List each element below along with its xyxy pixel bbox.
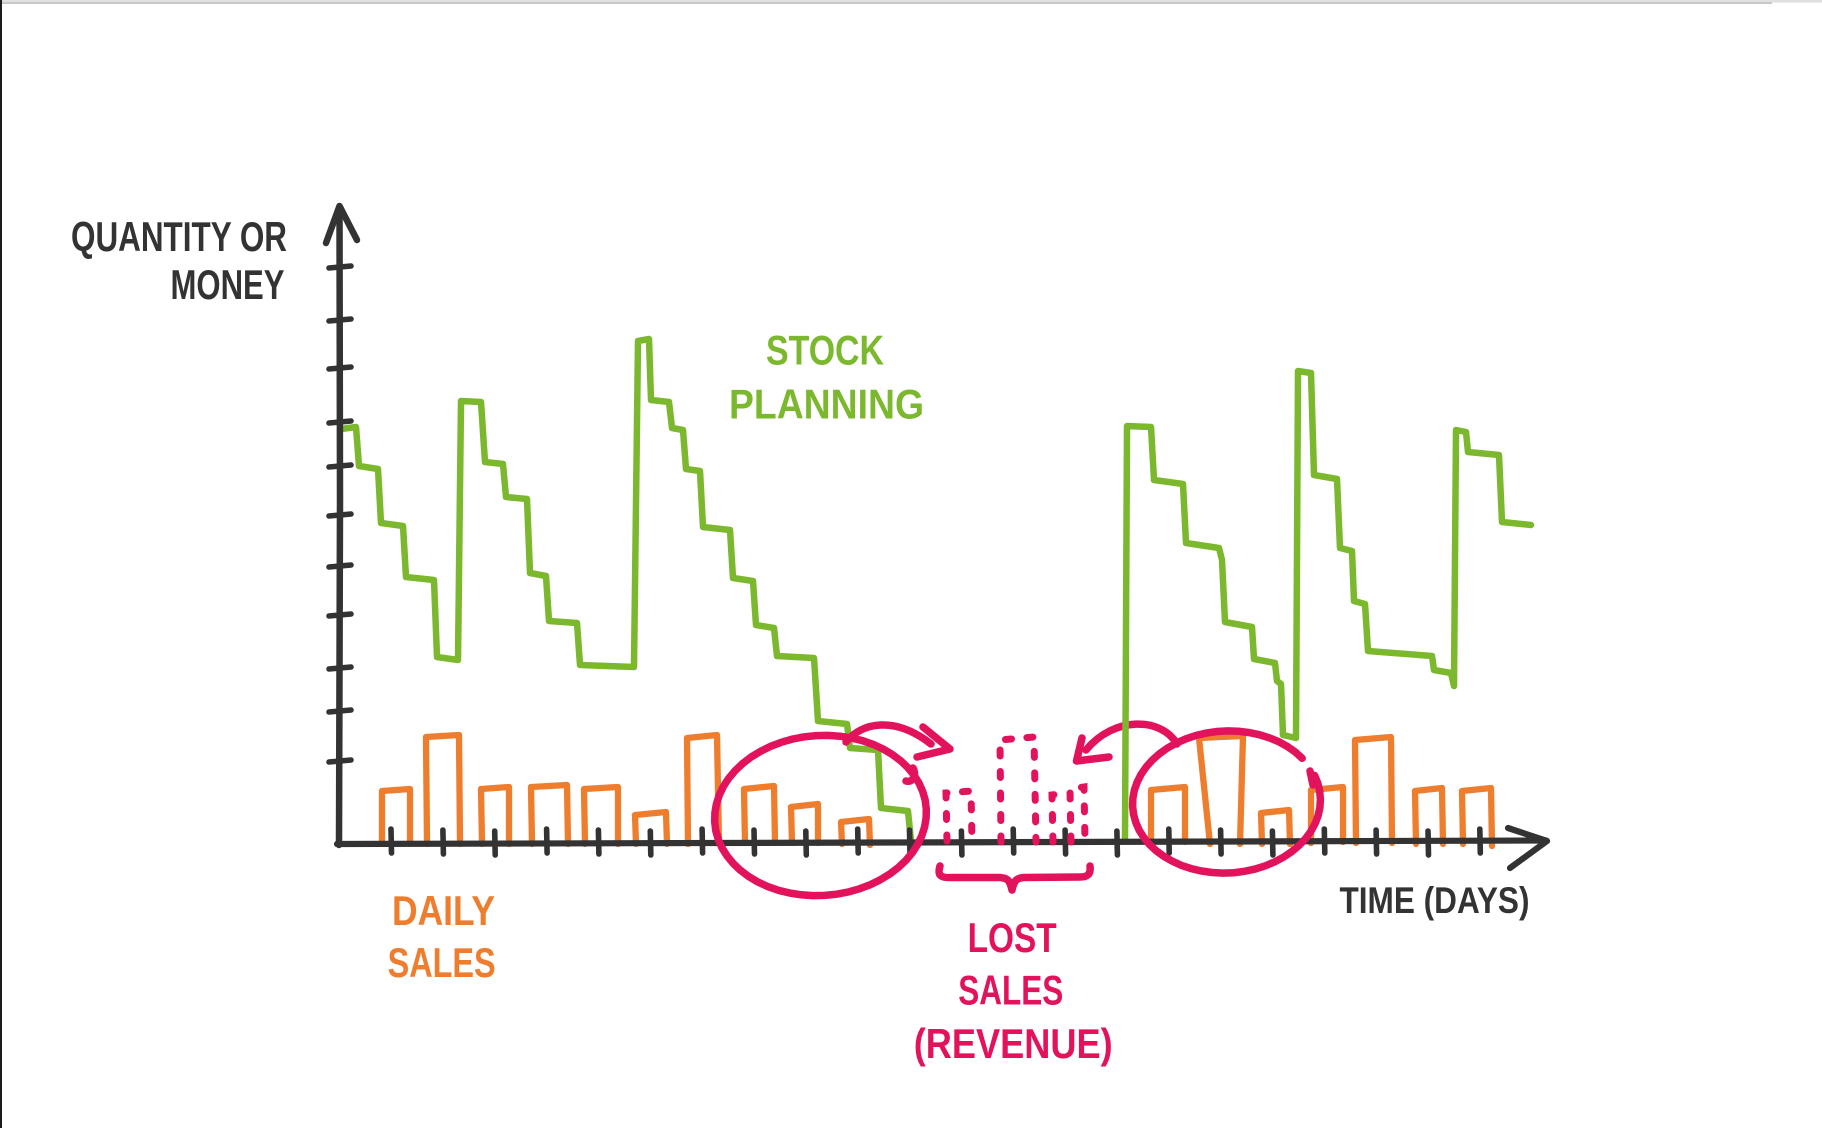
svg-text:QUANTITY OR: QUANTITY OR: [71, 213, 287, 260]
svg-text:TIME (DAYS): TIME (DAYS): [1340, 880, 1530, 921]
svg-text:STOCK: STOCK: [766, 327, 884, 374]
svg-text:DAILY: DAILY: [392, 887, 495, 934]
svg-text:LOST: LOST: [968, 914, 1057, 961]
svg-text:(REVENUE): (REVENUE): [914, 1020, 1113, 1067]
svg-text:PLANNING: PLANNING: [729, 381, 924, 428]
svg-text:SALES: SALES: [958, 967, 1063, 1014]
svg-text:MONEY: MONEY: [171, 261, 285, 308]
svg-text:SALES: SALES: [388, 939, 496, 986]
